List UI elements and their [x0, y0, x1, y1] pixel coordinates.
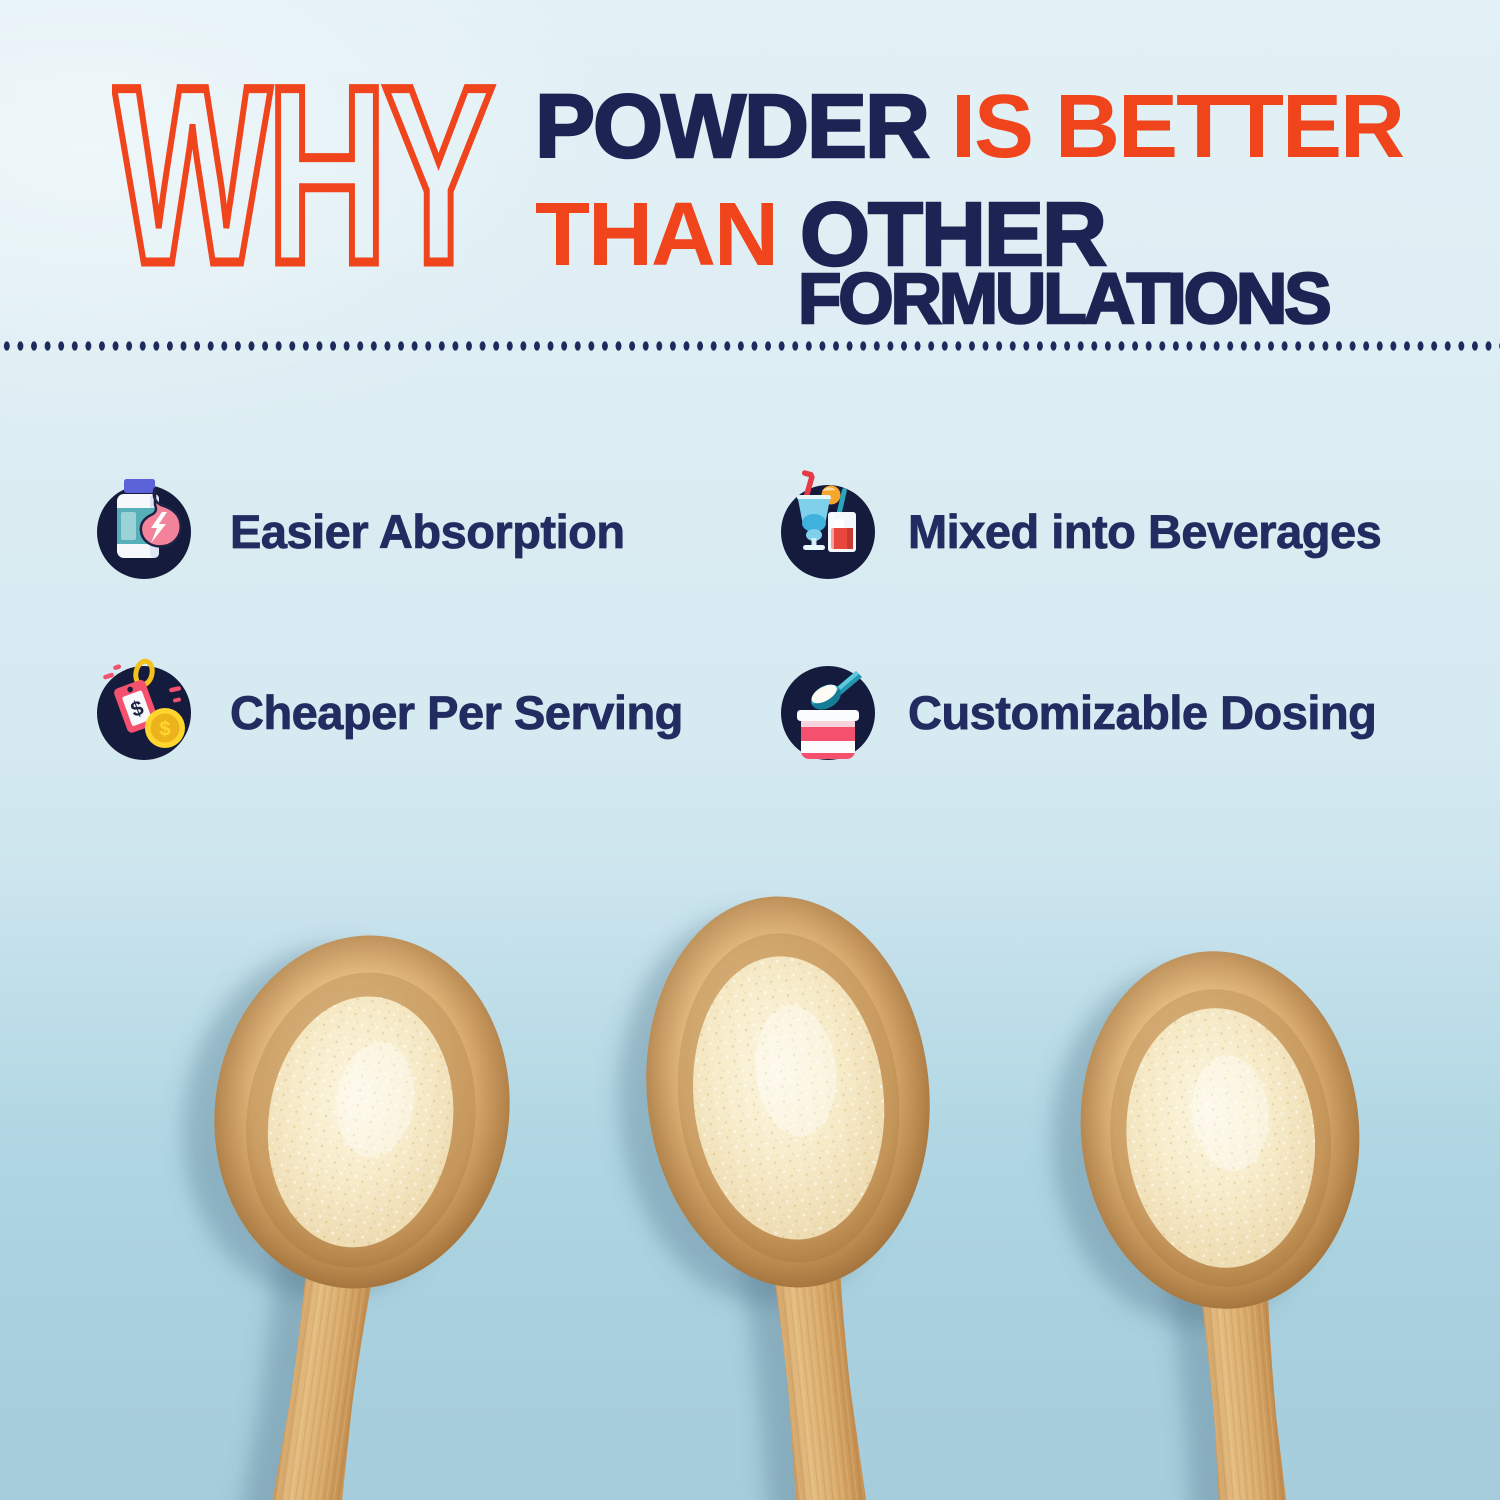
beverage-glasses-icon — [781, 470, 875, 579]
headline-powder: POWDER — [534, 77, 932, 177]
wooden-spoon-middle — [617, 896, 930, 1500]
supplement-bottle-stomach-icon — [97, 479, 191, 579]
feature-label: Easier Absorption — [230, 504, 626, 558]
feature-easier-absorption: Easier Absorption — [84, 460, 625, 592]
headline-line-1: POWDER IS BETTER — [534, 81, 1405, 174]
feature-mixed-into-beverages: Mixed into Beverages — [768, 460, 1383, 592]
wooden-spoon-left — [182, 935, 510, 1500]
title-why-outline: WHY — [112, 64, 499, 284]
headline-is-better: IS BETTER — [951, 77, 1405, 177]
feature-customizable-dosing: Customizable Dosing — [768, 641, 1378, 773]
feature-cheaper-per-serving: $ $ Cheaper Per Serving — [84, 641, 684, 773]
feature-label: Customizable Dosing — [908, 685, 1378, 739]
dotted-divider — [0, 339, 1500, 353]
spoons-photo — [182, 896, 1360, 1500]
headline-formulations: FORMULATIONS — [797, 260, 1333, 339]
headline-other: OTHER — [799, 185, 1109, 285]
price-tag-coin-icon: $ $ — [97, 658, 191, 760]
feature-label: Mixed into Beverages — [908, 504, 1383, 558]
feature-label: Cheaper Per Serving — [230, 685, 684, 739]
wooden-spoon-right — [1051, 951, 1360, 1500]
headline-line-2: THAN OTHER — [535, 189, 1108, 282]
powder-scoop-tub-icon — [781, 666, 875, 760]
why-text: WHY — [114, 64, 491, 284]
headline-than: THAN — [535, 185, 779, 285]
coin-dollar-glyph: $ — [159, 719, 170, 741]
